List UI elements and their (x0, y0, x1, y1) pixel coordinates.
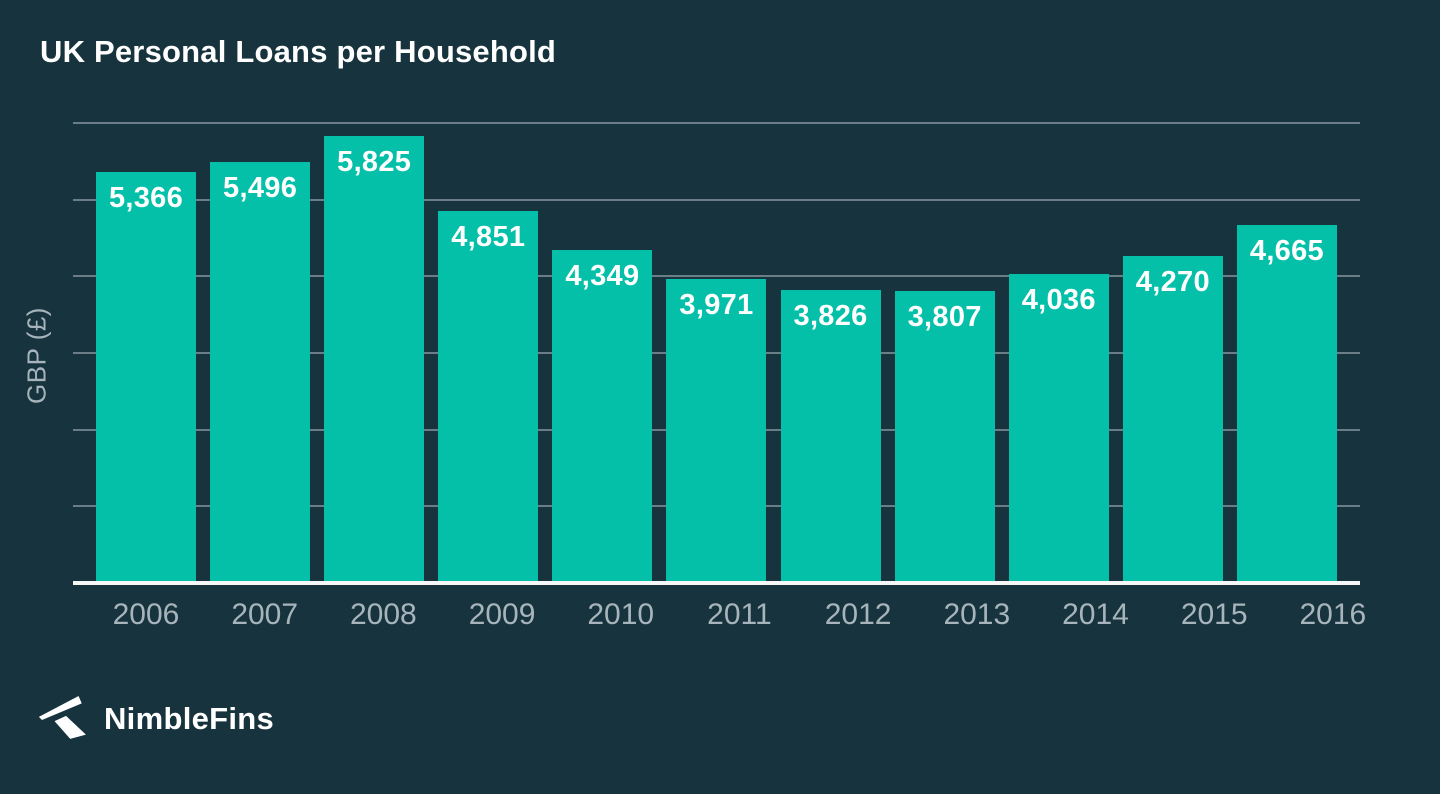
bar-value-label-2009: 4,851 (451, 221, 526, 253)
bar-value-label-2006: 5,366 (108, 182, 184, 214)
plot-area: 5,366 5,496 5,825 4,851 4,349 3,971 3,826 3,807… (73, 122, 1360, 585)
gridline-5000 (73, 199, 1360, 201)
bar-2011: 3,971 (666, 279, 767, 583)
x-axis-label-2006: 2006 (112, 598, 180, 631)
chart-title: UK Personal Loans per Household (40, 34, 557, 69)
bar-value-label-2015: 4,270 (1135, 266, 1210, 298)
bar-2012: 3,826 (780, 290, 881, 583)
x-axis-label-2015: 2015 (1180, 598, 1248, 631)
x-axis-label-2010: 2010 (587, 598, 655, 631)
bar-2013: 3,807 (894, 291, 995, 583)
bar-2006: 5,366 (96, 172, 196, 583)
x-axis-label-2012: 2012 (824, 598, 892, 631)
bar-value-label-2016: 4,665 (1249, 235, 1324, 267)
gridline-6000 (73, 122, 1360, 124)
bar-value-label-2013: 3,807 (907, 301, 982, 333)
bar-2010: 4,349 (552, 250, 653, 583)
bar-value-label-2014: 4,036 (1021, 284, 1096, 316)
bar-2015: 4,270 (1122, 256, 1223, 583)
bar-2007: 5,496 (210, 162, 311, 583)
x-axis-label-2016: 2016 (1299, 598, 1367, 631)
x-axis-label-2009: 2009 (468, 598, 536, 631)
x-axis-label-2011: 2011 (707, 598, 772, 631)
bars-group: 5,366 5,496 5,825 4,851 4,349 3,971 3,826 3,807… (73, 123, 1360, 583)
x-axis-label-2008: 2008 (350, 598, 417, 631)
x-axis-line (73, 581, 1360, 585)
bar-2008: 5,825 (324, 136, 425, 583)
bar-2016: 4,665 (1236, 225, 1337, 583)
bar-value-label-2007: 5,496 (223, 172, 298, 204)
bar-2014: 4,036 (1008, 274, 1109, 583)
x-axis-label-2007: 2007 (231, 598, 299, 631)
bar-2009: 4,851 (438, 211, 539, 583)
brand-name: NimbleFins (104, 701, 275, 736)
bar-value-label-2008: 5,825 (337, 146, 412, 178)
x-axis-labels: 2006 2007 2008 2009 2010 2011 2012 2013 2014 2015… (73, 598, 1406, 632)
brand-logo: NimbleFins (38, 696, 274, 742)
bar-value-label-2011: 3,971 (679, 289, 754, 321)
bar-value-label-2010: 4,349 (565, 260, 640, 292)
bar-value-label-2012: 3,826 (793, 300, 868, 332)
y-axis-title: GBP (£) (21, 307, 52, 404)
nimblefins-arrow-icon (38, 696, 86, 739)
x-axis-label-2014: 2014 (1062, 598, 1129, 631)
x-axis-label-2013: 2013 (943, 598, 1011, 631)
gridline-4000 (73, 275, 1360, 277)
